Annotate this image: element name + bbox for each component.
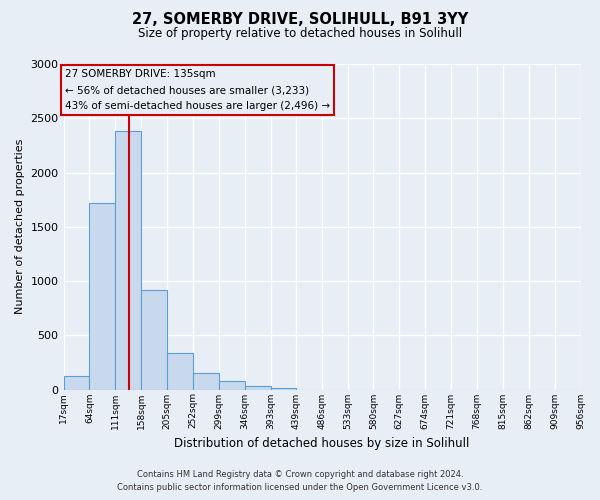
Bar [89, 203, 115, 390]
Bar [219, 382, 245, 390]
Bar [193, 372, 219, 390]
Text: 27, SOMERBY DRIVE, SOLIHULL, B91 3YY: 27, SOMERBY DRIVE, SOLIHULL, B91 3YY [132, 12, 468, 28]
X-axis label: Distribution of detached houses by size in Solihull: Distribution of detached houses by size … [175, 437, 470, 450]
Text: Contains HM Land Registry data © Crown copyright and database right 2024.
Contai: Contains HM Land Registry data © Crown c… [118, 470, 482, 492]
Bar [167, 352, 193, 390]
Bar [141, 290, 167, 390]
Y-axis label: Number of detached properties: Number of detached properties [15, 139, 25, 314]
Bar [64, 376, 89, 390]
Bar [271, 388, 296, 390]
Text: 27 SOMERBY DRIVE: 135sqm
← 56% of detached houses are smaller (3,233)
43% of sem: 27 SOMERBY DRIVE: 135sqm ← 56% of detach… [65, 70, 331, 110]
Text: Size of property relative to detached houses in Solihull: Size of property relative to detached ho… [138, 28, 462, 40]
Bar [115, 132, 141, 390]
Bar [245, 386, 271, 390]
